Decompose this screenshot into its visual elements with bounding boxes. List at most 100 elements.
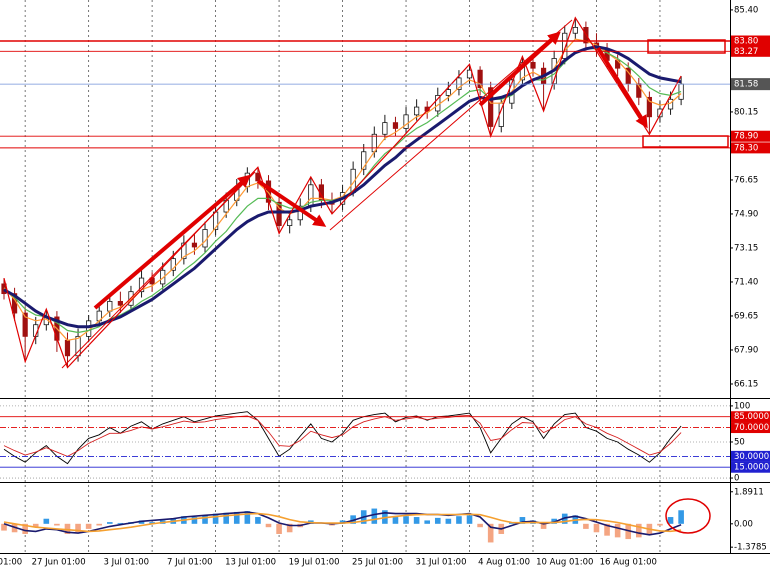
- candle-body: [572, 26, 578, 34]
- y-tick-label: 50: [734, 437, 745, 447]
- level-label-box: [731, 142, 770, 154]
- histogram-bar: [667, 517, 674, 524]
- candle-body: [170, 258, 176, 271]
- level-label-box: [731, 35, 770, 47]
- histogram-bar: [107, 522, 113, 524]
- last-price-box: [731, 78, 770, 91]
- level-label: 83.27: [734, 47, 758, 57]
- level-label: 70.0000: [734, 423, 769, 433]
- y-tick-label: 1.8911: [734, 487, 764, 497]
- histogram-bar: [191, 517, 198, 524]
- candle-body: [191, 242, 198, 248]
- histogram-bar: [636, 523, 642, 538]
- candle-body: [181, 242, 187, 260]
- candle-body: [646, 96, 652, 118]
- histogram-bar: [1, 523, 7, 531]
- histogram-bar: [255, 517, 261, 524]
- level-label: 15.0000: [734, 463, 769, 473]
- histogram-bar: [424, 520, 430, 524]
- histogram-bar: [339, 520, 346, 524]
- histogram-bar: [583, 523, 589, 529]
- histogram-bar: [117, 522, 124, 524]
- last-price-label: 81.58: [734, 80, 758, 90]
- candle-body: [392, 122, 399, 129]
- candle-body: [657, 108, 663, 118]
- histogram-bar: [593, 523, 600, 533]
- candle-body: [477, 69, 483, 89]
- candle-body: [488, 87, 494, 127]
- histogram-bar: [223, 512, 229, 524]
- candle-body: [287, 219, 293, 227]
- histogram-bar: [392, 517, 399, 524]
- candle-body: [22, 312, 28, 337]
- x-tick-label: 4 Aug 01:00: [478, 558, 530, 568]
- histogram-bar: [265, 523, 272, 528]
- histogram-bar: [678, 510, 684, 524]
- candle-body: [255, 172, 261, 182]
- histogram-bar: [625, 523, 632, 540]
- level-label-box: [731, 422, 770, 434]
- histogram-bar: [456, 516, 462, 524]
- y-tick-label: 71.40: [734, 277, 758, 287]
- y-tick-label: 73.15: [734, 243, 758, 253]
- candle-body: [276, 201, 282, 227]
- y-tick-label: 76.65: [734, 175, 758, 185]
- histogram-bar: [64, 523, 71, 534]
- level-label-box: [731, 45, 770, 57]
- histogram-bar: [276, 523, 282, 534]
- histogram-bar: [540, 523, 547, 529]
- x-tick-label: 10 Aug 01:00: [536, 558, 593, 568]
- candle-body: [160, 269, 166, 285]
- level-label-box: [731, 450, 770, 462]
- highlight-circle: [665, 498, 711, 534]
- x-tick-label: 27 Jun 01:00: [32, 558, 86, 568]
- y-tick-label: 85.40: [734, 5, 758, 15]
- histogram-bar: [11, 523, 18, 533]
- candle-body: [466, 69, 473, 79]
- histogram-bar: [43, 518, 50, 524]
- y-tick-label: 67.90: [734, 345, 758, 355]
- level-label: 30.0000: [734, 452, 769, 462]
- histogram-bar: [477, 523, 483, 528]
- histogram-bar: [466, 515, 473, 524]
- level-label: 83.80: [734, 37, 758, 47]
- arrow: [596, 46, 648, 129]
- x-tick-label: 25 Jul 01:00: [352, 558, 403, 568]
- histogram-bar: [149, 522, 155, 524]
- zigzag: [3, 16, 682, 369]
- plot-area: [0, 0, 730, 553]
- x-tick-label: 19 Jul 01:00: [289, 558, 340, 568]
- y-tick-label: 0: [734, 474, 739, 484]
- histogram-bar: [413, 517, 420, 524]
- y-tick-label: 0.00: [734, 519, 753, 529]
- histogram-bar: [445, 518, 452, 524]
- histogram-bar: [244, 511, 251, 524]
- level-label-box: [731, 461, 770, 473]
- x-tick-label: 31 Jul 01:00: [416, 558, 467, 568]
- histogram-bar: [371, 508, 378, 524]
- y-tick-label: 74.90: [734, 209, 758, 219]
- axis-area: 01:00 27 Jun 01:00 3 Jul 01:00 7 Jul 01:00 1…: [0, 5, 770, 568]
- y-tick-label: 80.15: [734, 107, 758, 117]
- x-tick-label: 7 Jul 01:00: [167, 558, 213, 568]
- arrow: [256, 179, 327, 227]
- histogram-bar: [434, 517, 441, 524]
- x-tick-label: 3 Jul 01:00: [104, 558, 150, 568]
- candle-body: [361, 151, 367, 170]
- histogram-bar: [614, 523, 621, 538]
- candle-body: [414, 106, 420, 116]
- level-label: 85.0000: [734, 412, 769, 422]
- zone-box: [647, 39, 726, 54]
- histogram-bar: [329, 523, 335, 526]
- y-tick-label: -1.3785: [734, 543, 767, 553]
- histogram-bar: [286, 523, 293, 533]
- arrow: [93, 174, 251, 310]
- candle-body: [382, 122, 388, 135]
- histogram-bar: [22, 523, 28, 534]
- candle-body: [445, 89, 451, 96]
- indicator-line: [3, 414, 682, 457]
- histogram-bar: [604, 523, 610, 536]
- histogram-bar: [96, 523, 103, 526]
- histogram-bar: [75, 523, 81, 533]
